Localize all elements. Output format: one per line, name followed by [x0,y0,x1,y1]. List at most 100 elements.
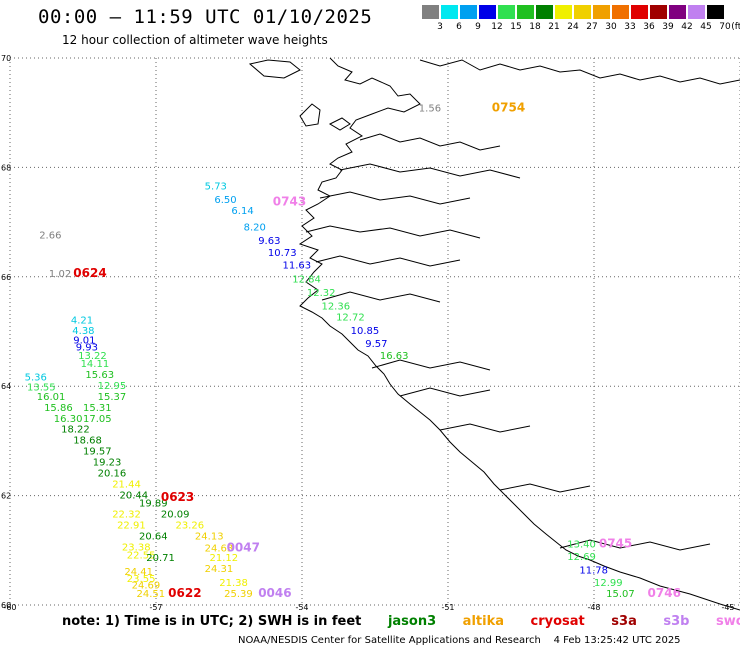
wave-height-value: 9.57 [365,339,387,350]
wave-height-value: 12.95 [98,381,127,392]
wave-height-value: 20.64 [139,531,168,542]
wave-height-value: 20.71 [146,553,175,564]
colorbar-swatch [422,5,439,19]
map-title: 00:00 – 11:59 UTC 01/10/2025 [38,6,373,28]
pass-time-label: 0047 [227,540,260,554]
wave-height-value: 19.57 [83,447,112,458]
pass-time-label: 0754 [492,101,525,115]
wave-height-value: 16.01 [37,392,66,403]
colorbar-unit: (ft) [731,22,740,32]
wave-height-value: 23.55 [127,574,156,585]
latitude-label: 62 [1,492,11,501]
pass-time-label: 0046 [258,586,291,600]
latitude-label: 68 [1,163,11,172]
colorbar-swatch [498,5,515,19]
colorbar-swatch [593,5,610,19]
satellite-legend-item: altika [458,614,504,629]
wave-height-value: 4.21 [71,315,93,326]
colorbar-label: 21 [548,22,560,32]
colorbar-label: 45 [700,22,712,32]
wave-height-value: 24.13 [195,531,224,542]
satellite-legend: jason3 altika cryosat s3a s3b swot [366,614,740,629]
colorbar-swatch [688,5,705,19]
wave-height-value: 12.72 [336,313,365,324]
colorbar-swatch [631,5,648,19]
wave-height-value: 21.12 [210,553,239,564]
wave-height-value: 25.39 [224,589,253,600]
pass-time-label: 0743 [273,195,306,209]
wave-height-value: 12.32 [307,288,336,299]
wave-height-value: 20.44 [120,490,149,501]
wave-height-value: 12.99 [594,578,623,589]
satellite-legend-item: swot [716,614,740,629]
wave-height-value: 9.93 [76,343,98,354]
longitude-label: -57 [149,603,162,612]
wave-height-value: 15.31 [83,403,112,414]
wave-height-value: 13.55 [27,383,56,394]
longitude-label: -51 [441,603,454,612]
colorbar-swatch [460,5,477,19]
wave-height-value: 12.69 [567,552,596,563]
colorbar-label: 42 [681,22,693,32]
greenland-coastline [248,57,740,611]
pass-time-label: 0624 [73,266,106,280]
wave-height-value: 24.31 [205,564,234,575]
satellite-legend-note: note: 1) Time is in UTC; 2) SWH is in fe… [62,614,740,629]
satellite-legend-item: s3b [658,614,690,629]
wave-height-value: 19.89 [139,499,168,510]
credit-text: NOAA/NESDIS Center for Satellite Applica… [238,635,541,646]
colorbar-swatch [650,5,667,19]
colorbar-label: 27 [586,22,598,32]
wave-height-value: 11.63 [283,261,312,272]
wave-height-value: 15.86 [44,403,73,414]
wave-height-value: 12.36 [321,302,350,313]
wave-height-value: 8.20 [244,222,266,233]
colorbar-swatch [441,5,458,19]
wave-height-value: 23.38 [122,542,151,553]
wave-height-value: 15.07 [606,589,635,600]
colorbar-swatch [555,5,572,19]
wave-height-value: 13.22 [78,351,107,362]
colorbar-swatch [669,5,686,19]
wave-height-value: 21.44 [112,479,141,490]
note-text: note: 1) Time is in UTC; 2) SWH is in fe… [62,614,362,629]
colorbar-label: 15 [510,22,522,32]
colorbar-label: 39 [662,22,674,32]
wave-height-value: 18.22 [61,425,90,436]
wave-height-value: 9.01 [73,336,95,347]
wave-height-value: 5.73 [205,181,227,192]
longitude-label: -48 [587,603,600,612]
map-grid: 70 68 66 64 62 60-60 -57 -54 -51 -48 -45 [1,54,740,612]
wave-height-value: 17.05 [83,414,112,425]
colorbar-label: 33 [624,22,636,32]
latitude-label: 64 [1,382,11,391]
colorbar-label: 6 [456,22,462,32]
colorbar-swatch [574,5,591,19]
colorbar-label: 18 [529,22,541,32]
wave-height-value: 24.69 [132,581,161,592]
wave-height-value: 5.36 [25,373,47,384]
satellite-legend-item: cryosat [525,614,585,629]
wave-height-value: 15.37 [98,392,127,403]
wave-height-value: 22.55 [127,551,156,562]
colorbar-swatch [517,5,534,19]
wave-height-value: 19.23 [93,458,122,469]
colorbar-swatch [479,5,496,19]
wave-height-value: 11.78 [579,565,608,576]
satellite-legend-item: jason3 [387,614,437,629]
latitude-label: 66 [1,273,11,282]
wave-height-value: 6.50 [214,195,236,206]
colorbar-label: 36 [643,22,655,32]
wave-height-value: 23.26 [175,520,204,531]
colorbar-swatch [536,5,553,19]
colorbar-label: 12 [491,22,503,32]
map-subtitle: 12 hour collection of altimeter wave hei… [62,33,328,47]
credit-line: NOAA/NESDIS Center for Satellite Applica… [238,635,681,646]
wave-height-value: 16.30 [54,414,83,425]
generated-timestamp: 4 Feb 13:25:42 UTC 2025 [553,635,681,646]
wave-height-value: 2.66 [39,231,61,242]
wave-height-value: 1.02 [49,269,71,280]
colorbar-label: 9 [475,22,481,32]
wave-height-value: 1.56 [419,104,441,115]
